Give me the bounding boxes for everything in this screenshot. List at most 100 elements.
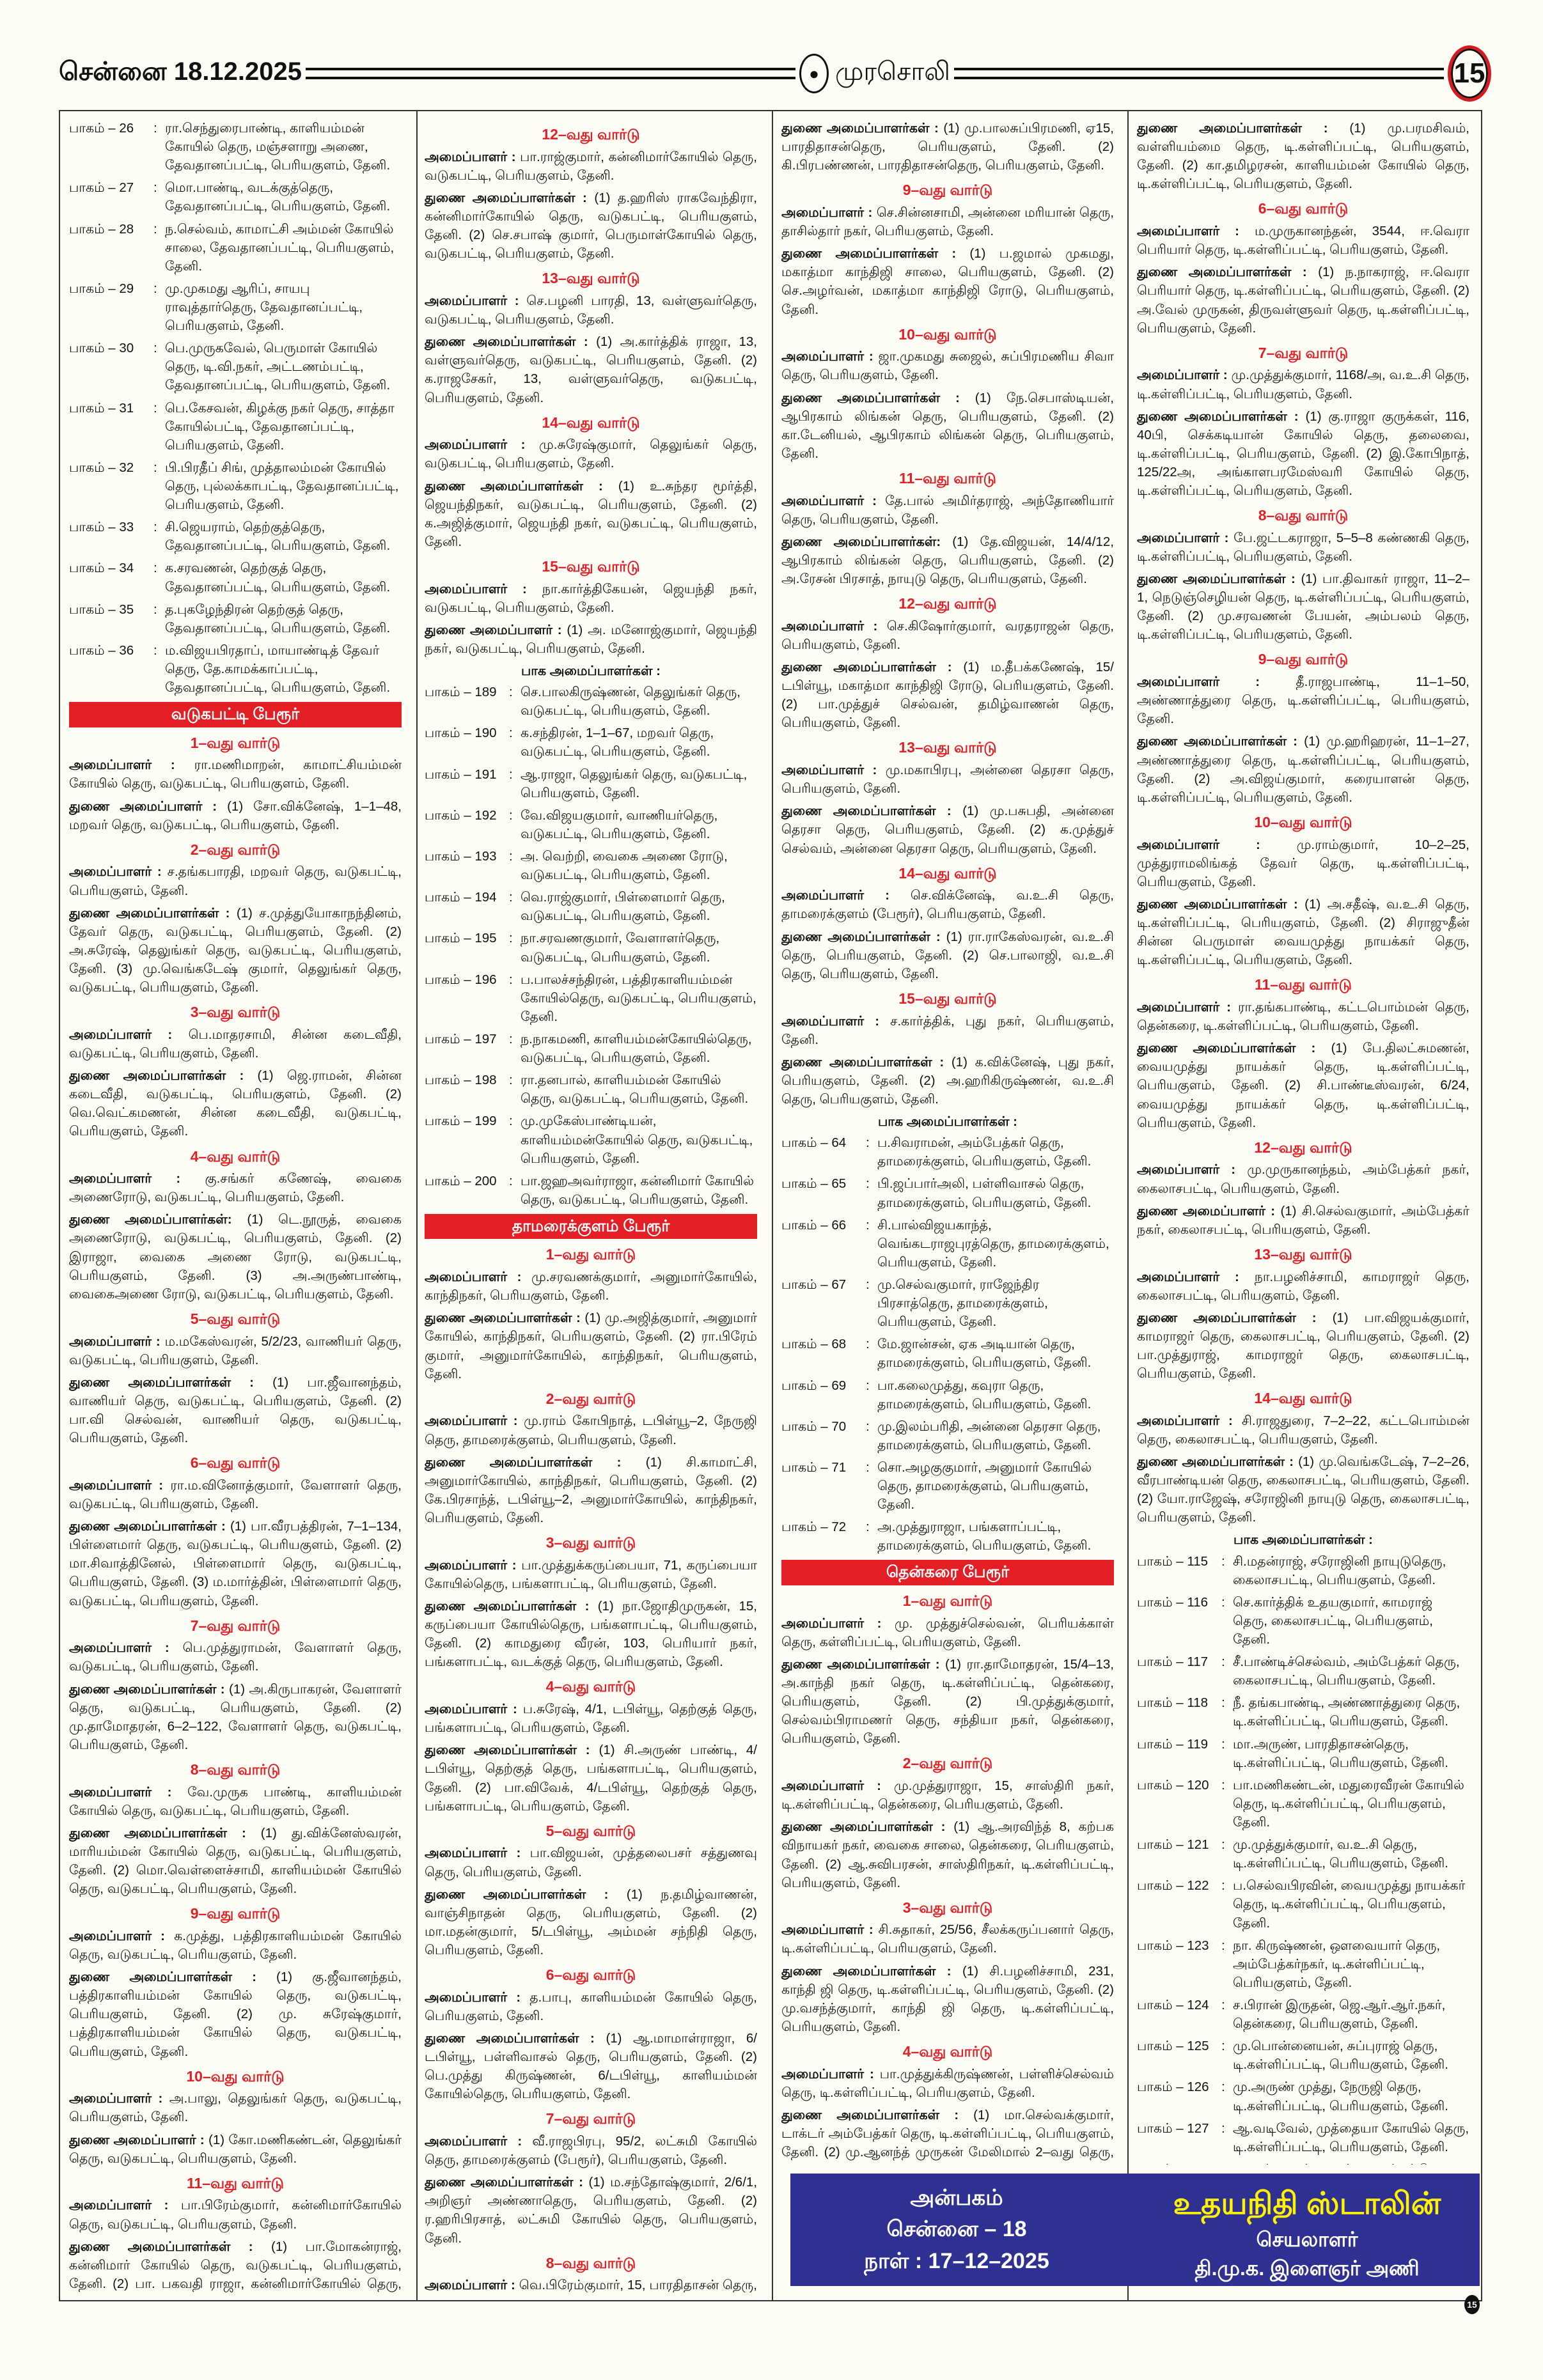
organizer-details: (1) பா.விஜயக்குமார், காமராஜர் தெரு, கைலா… <box>1137 1310 1469 1381</box>
booth-organizer: சீ.பாண்டிச்செல்வம், அம்பேத்கர் தெரு, கைல… <box>1233 1654 1460 1688</box>
role-label: துணை அமைப்பாளர்கள் : <box>1137 1041 1316 1056</box>
organizer-entry: துணை அமைப்பாளர்கள் : (1) மா.செல்வக்குமார… <box>781 2106 1114 2165</box>
column-3: துணை அமைப்பாளர்கள் : (1) மு.பாலசுப்பிரமண… <box>781 119 1114 2165</box>
booth-entry: பாகம் – 124: ச.பிரான் இருதன், ஜெ.ஆர்.ஆர்.… <box>1137 1996 1469 2033</box>
booth-organizer: ரா.செந்துரைபாண்டி, காளியம்மன் கோயில் தெர… <box>165 121 391 173</box>
role-label: துணை அமைப்பாளர்கள் : <box>425 2175 583 2190</box>
organizer-details: (1) ந.நாகராஜ், ஈ.வெரா பெரியார் தெரு, டி.… <box>1137 265 1469 336</box>
booth-organizer: க.சரவணன், தெற்குத் தெரு, தேவதானப்பட்டி, … <box>165 561 391 595</box>
organizer-details: சி.ராஜதுரை, 7–2–22, கட்டபொம்மன் தெரு, கை… <box>1137 1413 1469 1447</box>
role-label: அமைப்பாளர் : <box>425 2278 515 2292</box>
booth-number: பாகம் – 68 <box>781 1337 847 1352</box>
organizer-entry: அமைப்பாளர் : ஜா.முகமது சுஜைல், சுப்பிரமண… <box>781 347 1114 384</box>
booth-organizer: த.புகழேந்திரன் தெற்குத் தெரு, தேவதானப்பட… <box>165 602 391 635</box>
separator: : <box>509 1073 513 1088</box>
separator: : <box>866 1419 870 1434</box>
booth-number: பாகம் – 28 <box>69 221 134 237</box>
organizer-details: (1) ரா.தாமோதரன், 15/4–13, அ.காந்தி நகர் … <box>781 1656 1114 1746</box>
role-label: அமைப்பாளர் : <box>69 1171 181 1186</box>
role-label: அமைப்பாளர் : <box>425 1846 521 1861</box>
ward-heading: 5–வது வார்டு <box>545 1822 636 1839</box>
booth-organizer: மே.ஜான்சன், ஏக அடியான் தெரு, தாமரைக்குளம… <box>877 1337 1092 1371</box>
ward-heading: 2–வது வார்டு <box>190 841 281 858</box>
separator: : <box>153 221 157 237</box>
separator: : <box>1221 1553 1225 1569</box>
organizer-entry: துணை அமைப்பாளர்கள் : (1) பா.ஜீவானந்தம், … <box>69 1373 402 1447</box>
organizer-details: (1) தே.விஜயன், 14/4/12, ஆபிரகாம் லிங்கன்… <box>781 534 1114 587</box>
organizer-details: பா.விஜயன், முத்தலைபசர் சத்துணவு தெரு, பெ… <box>425 1846 757 1879</box>
organizer-details: (1) உ.சுந்தர மூர்த்தி, ஜெயந்திநகர், வடுக… <box>425 478 757 549</box>
booth-entry: பாகம் – 28: ந.செல்வம், காமாட்சி அம்மன் கோ… <box>69 220 402 276</box>
booth-number: பாகம் – 125 <box>1137 2039 1209 2054</box>
organizer-details: பா.ராஜ்குமார், கன்னிமார்கோயில் தெரு, வடு… <box>425 149 757 183</box>
organizer-entry: அமைப்பாளர் : ச.கார்த்திக், புது நகர், பெ… <box>781 1012 1114 1049</box>
role-label: அமைப்பாளர் : <box>69 1640 169 1656</box>
role-label: துணை அமைப்பாளர்கள் : <box>781 1819 946 1835</box>
separator: : <box>153 561 157 576</box>
organizer-details: (1) ந.தமிழ்வாணன், வாஞ்சிநாதன் தெரு, பெரி… <box>425 1886 757 1957</box>
separator: : <box>1221 1594 1225 1610</box>
booth-number: பாகம் – 64 <box>781 1135 847 1151</box>
booth-number: பாகம் – 193 <box>425 849 497 864</box>
subheading: பாக அமைப்பாளர்கள் : <box>521 664 661 679</box>
role-label: துணை அமைப்பாளர்கள் : <box>425 478 603 494</box>
booth-organizer: க.சந்திரன், 1–1–67, மறவர் தெரு, வடுகபட்ட… <box>521 726 714 759</box>
ward-heading: 11–வது வார்டு <box>898 469 997 486</box>
booth-entry: பாகம் – 125: மு.பொன்னையன், சுப்புராஜ் தெர… <box>1137 2037 1469 2074</box>
booth-entry: பாகம் – 196: ப.பாலச்சந்திரன், பத்திரகாளிய… <box>425 970 757 1026</box>
ward-heading: 13–வது வார்டு <box>542 270 640 287</box>
role-label: அமைப்பாளர் : <box>781 1013 880 1029</box>
role-label: அமைப்பாளர் : <box>781 763 877 778</box>
ward-heading: 10–வது வார்டு <box>1254 813 1352 830</box>
tribute-box: அன்பகம் சென்னை – 18 நாள் : 17–12–2025 உத… <box>790 2174 1480 2286</box>
organizer-entry: அமைப்பாளர் : மு. முத்துச்செல்வன், பெரியக… <box>781 1614 1114 1651</box>
booth-entry: பாகம் – 195: நா.சரவணகுமார், வேளாளர்தெரு, … <box>425 929 757 966</box>
role-label: அமைப்பாளர் : <box>1137 837 1260 852</box>
role-label: துணை அமைப்பாளர்கள் : <box>425 1743 590 1758</box>
organizer-details: மு.சுரேஷ்குமார், தெலுங்கர் தெரு, வடுகபட்… <box>425 437 757 471</box>
booth-number: பாகம் – 195 <box>425 931 497 946</box>
organizer-entry: அமைப்பாளர் : சி.சுதாகர், 25/56, சீலக்கரு… <box>781 1920 1114 1957</box>
booth-entry: பாகம் – 118: நீ. தங்கபாண்டி, அண்ணாத்துரை … <box>1137 1693 1469 1731</box>
booth-number: பாகம் – 72 <box>781 1520 847 1535</box>
separator: : <box>866 1277 870 1292</box>
organizer-entry: துணை அமைப்பாளர்கள் : (1) மு.வெங்கடேஷ், 7… <box>1137 1452 1469 1527</box>
role-label: அமைப்பாளர் : <box>1137 999 1231 1015</box>
role-label: துணை அமைப்பாளர்கள் : <box>1137 1454 1294 1470</box>
organizer-details: (1) கு.ராஜா குருக்கள், 116, 40பி, செக்கட… <box>1137 408 1469 499</box>
murasoli-logo-icon: ● <box>799 54 829 93</box>
ward-heading: 13–வது வார்டு <box>1254 1245 1352 1263</box>
organizer-entry: துணை அமைப்பாளர்கள் : (1) ஆ.மாமாள்ராஜா, 6… <box>425 2029 757 2103</box>
organizer-entry: அமைப்பாளர் : பா.ராஜ்குமார், கன்னிமார்கோய… <box>425 148 757 185</box>
organizer-details: (1) அ.கார்த்திக் ராஜா, 13, வள்ளுவர்தெரு,… <box>425 334 757 405</box>
booth-number: பாகம் – 191 <box>425 766 497 782</box>
organizer-entry: துணை அமைப்பாளர் : (1) அ. மனோஜ்குமார், ஜெ… <box>425 621 757 658</box>
organizer-details: (1) ஆ.மாமாள்ராஜா, 6/டபிள்யூ, பள்ளிவாசல் … <box>425 2030 757 2102</box>
role-label: துணை அமைப்பாளர்கள் : <box>781 804 952 819</box>
booth-entry: பாகம் – 197: ந.நாகமணி, காளியம்மன்கோயில்தெ… <box>425 1030 757 1067</box>
organizer-entry: அமைப்பாளர் : கு.சங்கர் கணேஷ், வைகை அணைரோ… <box>69 1169 402 1206</box>
booth-number: பாகம் – 189 <box>425 685 497 700</box>
booth-organizer: மு.அருண் முத்து, நேருஜி தெரு, டி.கள்ளிப்… <box>1233 2080 1448 2113</box>
ward-heading: 7–வது வார்டு <box>1258 344 1349 361</box>
ward-heading: 9–வது வார்டு <box>1258 651 1349 668</box>
organizer-details: (1) மா.செல்வக்குமார், டாக்டர் அம்பேத்கர்… <box>781 2107 1114 2165</box>
organizer-entry: துணை அமைப்பாளர்கள் : (1) சி.காமாட்சி, அன… <box>425 1453 757 1527</box>
masthead-title: முரசொலி <box>835 58 951 86</box>
role-label: அமைப்பாளர் : <box>425 437 526 453</box>
organizer-details: ரா.தங்கபாண்டி, கட்டபொம்மன் தெரு, தென்கரை… <box>1137 999 1469 1034</box>
ward-heading: 1–வது வார்டு <box>190 734 281 751</box>
ward-heading: 13–வது வார்டு <box>898 739 997 756</box>
booth-organizer: அ. வெற்றி, வைகை அணை ரோடு, வடுகபட்டி, பெர… <box>521 849 728 883</box>
organizer-entry: துணை அமைப்பாளர்கள்: (1) தே.விஜயன், 14/4/… <box>781 533 1114 588</box>
organizer-details: (1) ரா.ராகேஸ்வரன், வ.உ.சி தெரு, பெரியகுள… <box>781 929 1114 981</box>
signatory-name: உதயநிதி ஸ்டாலின் <box>1173 2187 1441 2221</box>
organizer-entry: துணை அமைப்பாளர்கள் : (1) உ.சுந்தர மூர்த்… <box>425 477 757 551</box>
organizer-details: மு.ராம்குமார், 10–2–25, முத்துராமலிங்கத்… <box>1137 837 1469 889</box>
organizer-entry: துணை அமைப்பாளர்கள் : (1) த.ஹரிஸ் ராகவேந்… <box>425 189 757 263</box>
separator: : <box>866 1217 870 1233</box>
role-label: அமைப்பாளர் : <box>425 581 527 596</box>
organizer-entry: துணை அமைப்பாளர்கள் : (1) ச.முத்துயோகாநந்… <box>69 904 402 997</box>
organizer-entry: துணை அமைப்பாளர் : (1) சி.செல்வகுமார், அம… <box>1137 1202 1469 1239</box>
organizer-details: செ.சின்னசாமி, அன்னை மரியான் தெரு, தாசில்… <box>781 205 1114 239</box>
